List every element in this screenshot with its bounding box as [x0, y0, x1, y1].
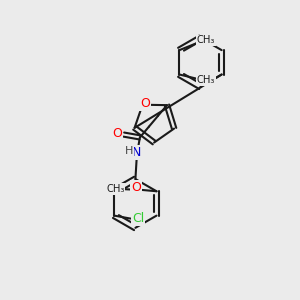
- Text: N: N: [132, 146, 142, 159]
- Text: CH₃: CH₃: [197, 76, 215, 85]
- Text: H: H: [124, 146, 133, 156]
- Text: CH₃: CH₃: [197, 35, 215, 45]
- Text: O: O: [112, 127, 122, 140]
- Text: O: O: [131, 181, 141, 194]
- Text: O: O: [140, 97, 150, 110]
- Text: CH₃: CH₃: [106, 184, 125, 194]
- Text: Cl: Cl: [132, 212, 144, 225]
